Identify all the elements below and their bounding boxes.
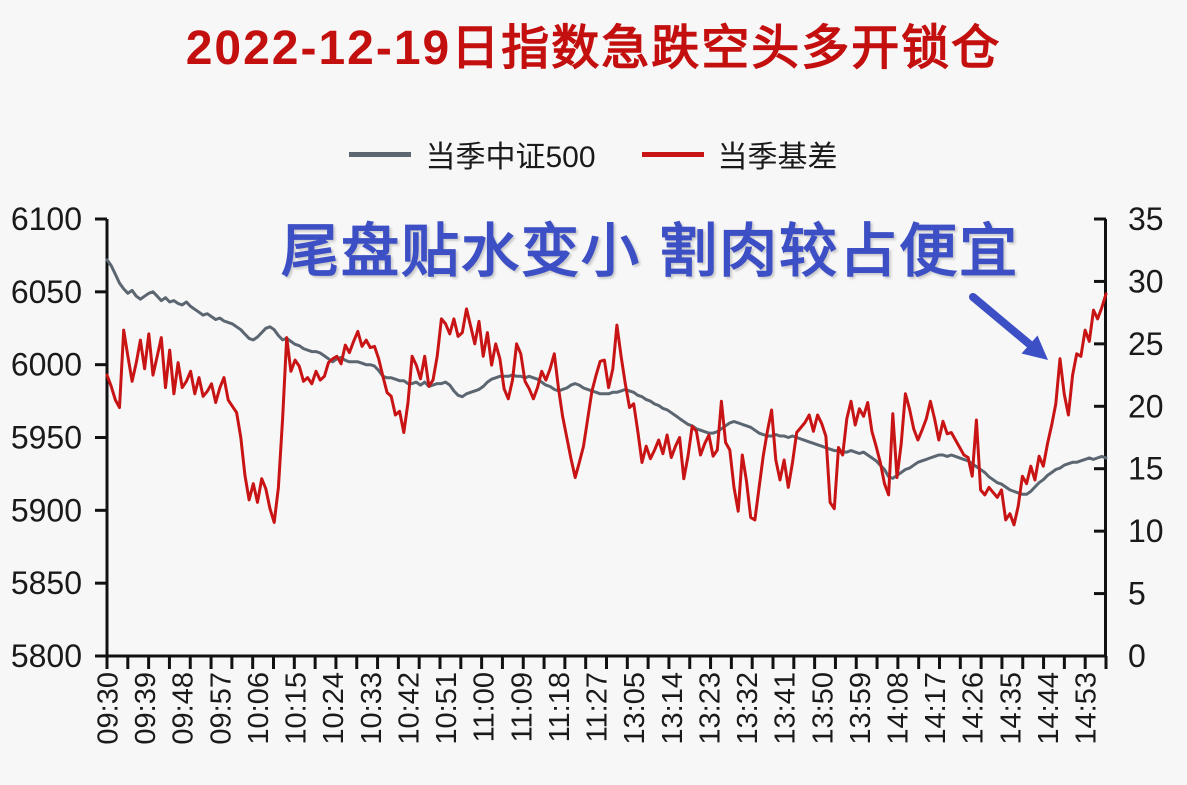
basis-series-line	[105, 292, 1108, 527]
csi500-line-swatch	[349, 151, 412, 157]
right-axis-tick-label: 5	[1128, 576, 1146, 612]
x-axis-tick-label: 13:41	[770, 672, 802, 745]
legend-item-csi500: 当季中证500	[349, 132, 596, 176]
left-axis-tick-label: 5950	[11, 420, 82, 456]
x-axis-tick-label: 11:27	[582, 672, 614, 742]
right-axis-tick-label: 25	[1128, 326, 1164, 362]
x-axis-tick-label: 11:09	[506, 672, 538, 742]
x-axis-tick-label: 13:14	[657, 672, 689, 745]
right-axis-tick-label: 0	[1128, 638, 1146, 674]
x-axis-tick-label: 10:33	[356, 672, 388, 745]
x-axis-tick-label: 14:35	[995, 672, 1027, 745]
right-axis-tick-label: 35	[1128, 201, 1164, 237]
x-axis-tick-label: 10:51	[431, 672, 463, 745]
x-axis-tick-label: 10:06	[243, 672, 275, 745]
right-axis-tick-label: 20	[1128, 388, 1164, 424]
basis-line-swatch	[641, 151, 704, 157]
legend: 当季中证500 当季基差	[0, 132, 1187, 176]
x-axis-tick-label: 10:42	[393, 672, 425, 745]
left-axis-tick-label: 5850	[11, 565, 82, 601]
x-axis-tick-label: 09:30	[93, 672, 125, 745]
x-axis-tick-label: 13:32	[732, 672, 764, 745]
x-axis-tick-label: 13:23	[694, 672, 726, 745]
down-right-arrow	[969, 293, 1035, 350]
right-axis-tick-label: 30	[1128, 263, 1164, 299]
annotation-text: 尾盘贴水变小 割肉较占便宜	[281, 219, 1020, 284]
left-axis-tick-label: 6100	[11, 201, 82, 237]
left-axis-tick-label: 5800	[11, 638, 82, 674]
x-axis-tick-label: 09:57	[205, 672, 237, 745]
legend-item-basis: 当季基差	[641, 132, 838, 176]
legend-label-csi500: 当季中证500	[425, 141, 596, 174]
x-axis-tick-label: 14:17	[920, 672, 952, 745]
right-axis-tick-label: 15	[1128, 451, 1164, 487]
x-axis-tick-label: 14:44	[1033, 672, 1065, 745]
x-axis-tick-label: 09:48	[168, 672, 200, 745]
x-axis-tick-label: 10:15	[281, 672, 313, 745]
right-axis-tick-label: 10	[1128, 513, 1164, 549]
x-axis-tick-label: 11:00	[469, 672, 501, 742]
legend-label-basis: 当季基差	[717, 141, 838, 174]
x-axis-tick-label: 10:24	[318, 672, 350, 745]
x-axis-tick-label: 09:39	[130, 672, 162, 745]
left-axis-tick-label: 5900	[11, 492, 82, 528]
down-right-arrow-head	[1021, 335, 1048, 360]
x-axis-tick-label: 14:08	[883, 672, 915, 745]
x-axis-tick-label: 14:26	[958, 672, 990, 745]
x-axis-tick-label: 13:50	[807, 672, 839, 745]
x-axis-tick-label: 13:59	[845, 672, 877, 745]
left-axis-tick-label: 6000	[11, 347, 82, 383]
csi500-series-line	[105, 258, 1108, 496]
left-axis-tick-label: 6050	[11, 274, 82, 310]
page-title: 2022-12-19日指数急跌空头多开锁仓	[185, 22, 1002, 75]
x-axis-tick-label: 14:53	[1071, 672, 1103, 745]
x-axis-tick-label: 11:18	[544, 672, 576, 742]
x-axis-tick-label: 13:05	[619, 672, 651, 745]
